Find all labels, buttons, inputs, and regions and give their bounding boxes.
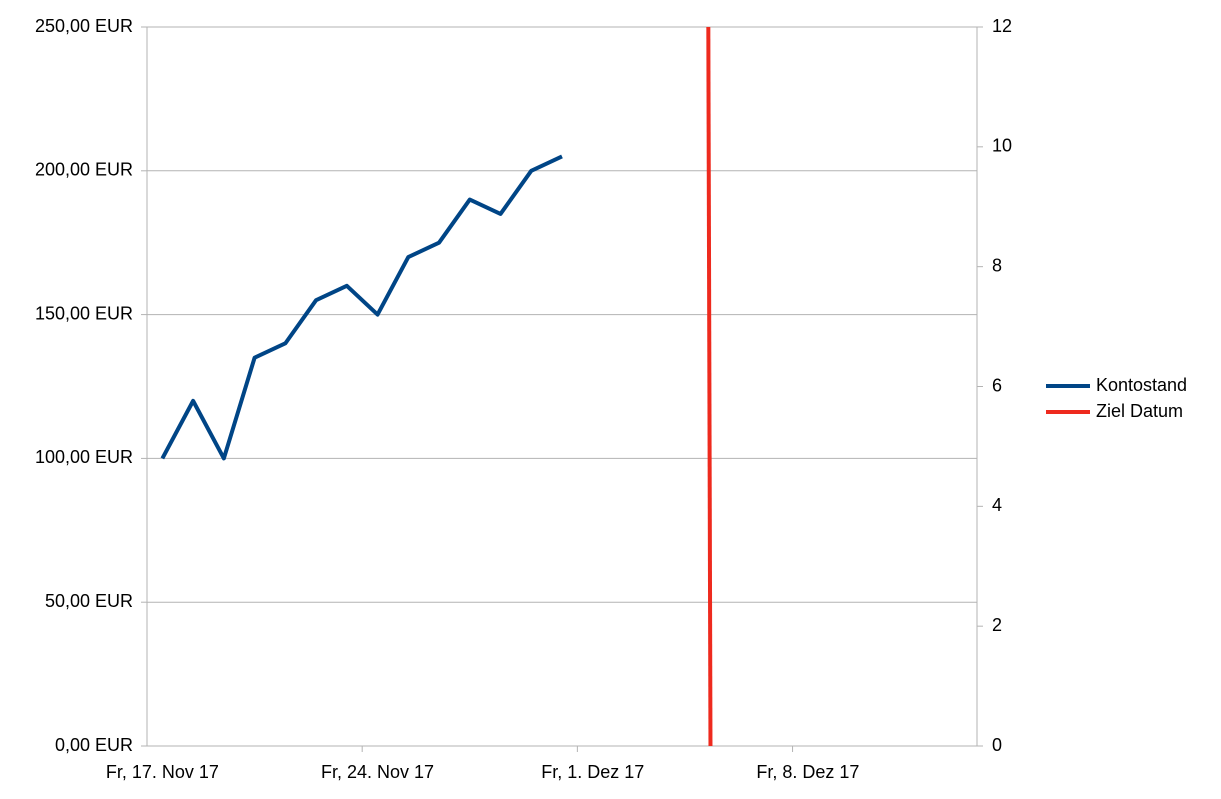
y-tick-label: 50,00 EUR bbox=[45, 591, 133, 611]
legend-label: Kontostand bbox=[1096, 375, 1187, 395]
y-tick-label: 200,00 EUR bbox=[35, 160, 133, 180]
y2-tick-label: 12 bbox=[992, 16, 1012, 36]
y-tick-label: 250,00 EUR bbox=[35, 16, 133, 36]
y2-tick-label: 2 bbox=[992, 615, 1002, 635]
x-tick-label: Fr, 24. Nov 17 bbox=[321, 762, 434, 782]
y-tick-label: 100,00 EUR bbox=[35, 447, 133, 467]
y-tick-label: 150,00 EUR bbox=[35, 303, 133, 323]
series-line bbox=[160, 154, 563, 461]
x-tick-label: Fr, 1. Dez 17 bbox=[541, 762, 644, 782]
x-tick-label: Fr, 8. Dez 17 bbox=[756, 762, 859, 782]
y2-tick-label: 10 bbox=[992, 136, 1012, 156]
y2-tick-label: 6 bbox=[992, 375, 1002, 395]
y2-tick-label: 4 bbox=[992, 495, 1002, 515]
series-line bbox=[706, 26, 713, 747]
legend-label: Ziel Datum bbox=[1096, 401, 1183, 421]
x-tick-label: Fr, 17. Nov 17 bbox=[106, 762, 219, 782]
y-tick-label: 0,00 EUR bbox=[55, 735, 133, 755]
y2-tick-label: 8 bbox=[992, 255, 1002, 275]
y2-tick-label: 0 bbox=[992, 735, 1002, 755]
